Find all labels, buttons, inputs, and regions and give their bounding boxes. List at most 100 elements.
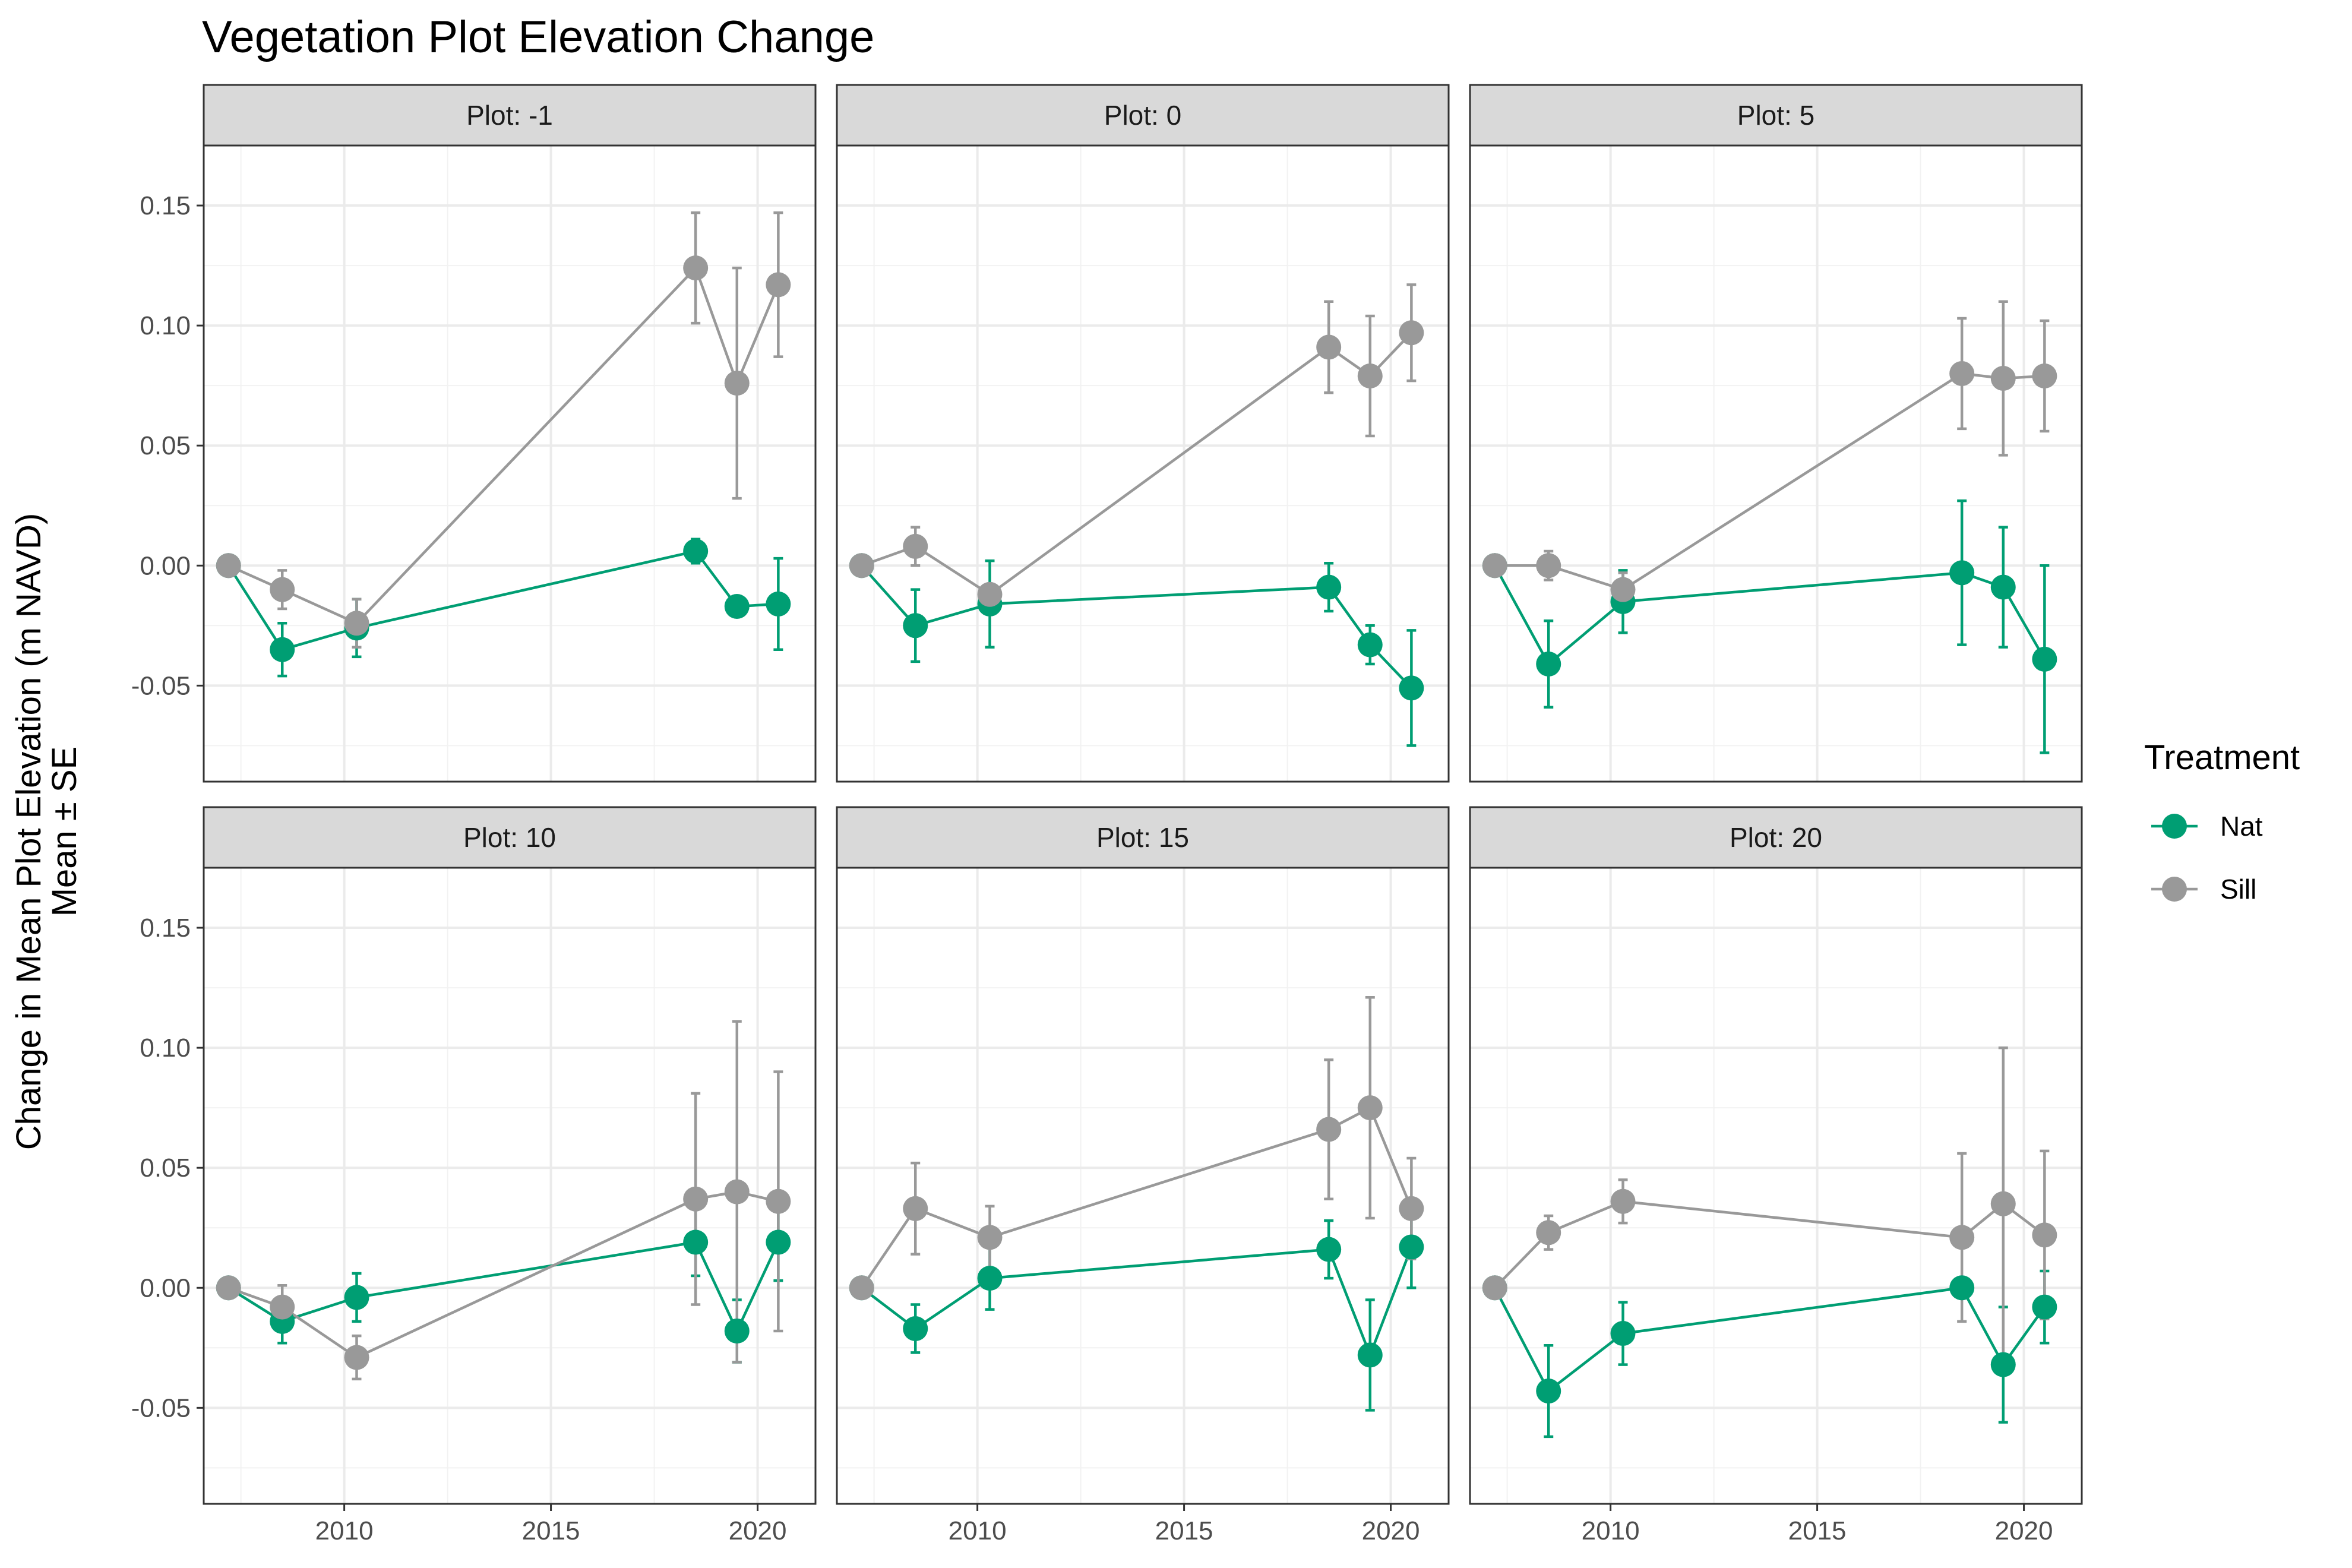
data-point-sill (270, 577, 295, 602)
data-point-sill (1316, 1117, 1342, 1142)
panel-border (1469, 144, 2083, 783)
data-point-nat (724, 1319, 750, 1344)
data-point-sill (849, 1275, 874, 1301)
plot-background (1470, 868, 2082, 1504)
x-tick-label: 2020 (1362, 1516, 1420, 1545)
data-point-sill (1482, 1275, 1507, 1301)
x-tick-label: 2010 (949, 1516, 1007, 1545)
facet-panel: Plot: 10 -0.05 0.00 0.05 0.10 0.15 2010 2015 202… (131, 806, 817, 1545)
data-point-sill (216, 1275, 241, 1301)
facet-panel: Plot: 20 2010 2015 2020 (1469, 806, 2083, 1545)
facet-strip (1469, 806, 2083, 869)
data-point-sill (1536, 1220, 1561, 1245)
facet-strip (203, 806, 817, 869)
data-point-sill (1610, 1188, 1636, 1214)
data-point-sill (724, 1179, 750, 1205)
data-point-nat (1399, 675, 1424, 701)
plot-background (204, 868, 815, 1504)
data-point-sill (683, 255, 709, 281)
data-point-nat (1316, 1237, 1342, 1262)
data-point-nat (683, 539, 709, 564)
y-axis-label-se: Mean ± SE (45, 747, 84, 917)
x-tick-label: 2020 (729, 1516, 787, 1545)
legend-title: Treatment (2144, 738, 2300, 777)
panel-border (836, 867, 1450, 1505)
data-point-nat (1949, 560, 1975, 586)
data-point-nat (1357, 1342, 1383, 1368)
data-point-sill (1536, 553, 1561, 578)
legend-key-point (2162, 814, 2187, 839)
x-tick-label: 2010 (1582, 1516, 1640, 1545)
legend-label-nat: Nat (2220, 811, 2263, 842)
y-tick-label: 0.05 (140, 1153, 191, 1183)
data-point-nat (344, 1285, 369, 1310)
x-tick-label: 2015 (522, 1516, 580, 1545)
facet-panel: Plot: 15 2010 2015 2020 (836, 806, 1450, 1545)
facet-panels: Plot: -1 -0.05 0.00 0.05 0.10 0.15 Plot: 0 Plot… (131, 84, 2083, 1545)
y-axis-label: Change in Mean Plot Elevation (m NAVD) (10, 513, 48, 1150)
data-point-sill (1949, 361, 1975, 386)
data-point-sill (977, 581, 1003, 607)
y-tick-label: 0.15 (140, 191, 191, 220)
facet-strip-label: Plot: 0 (1104, 100, 1181, 131)
data-point-sill (344, 1345, 369, 1370)
panel-border (203, 144, 817, 783)
y-tick-label: 0.10 (140, 1033, 191, 1063)
data-point-sill (1357, 1095, 1383, 1121)
data-point-sill (977, 1225, 1003, 1250)
data-point-nat (766, 591, 791, 617)
data-point-nat (683, 1229, 709, 1255)
data-point-nat (2032, 1294, 2057, 1320)
facet-panel: Plot: 5 (1469, 84, 2083, 783)
data-point-nat (1536, 651, 1561, 676)
x-tick-label: 2020 (1995, 1516, 2053, 1545)
plot-background (837, 868, 1449, 1504)
plot-background (837, 146, 1449, 782)
data-point-nat (903, 613, 928, 638)
x-tick-label: 2010 (315, 1516, 374, 1545)
y-tick-label: 0.10 (140, 311, 191, 340)
legend-key-point (2162, 877, 2187, 902)
data-point-sill (1990, 1191, 2016, 1216)
data-point-sill (2032, 1222, 2057, 1248)
data-point-nat (1357, 632, 1383, 657)
data-point-nat (1990, 1352, 2016, 1377)
facet-strip (836, 806, 1450, 869)
data-point-nat (2032, 646, 2057, 672)
panel-border (836, 144, 1450, 783)
data-point-nat (1949, 1275, 1975, 1301)
data-point-nat (977, 1266, 1003, 1291)
data-point-sill (344, 611, 369, 636)
data-point-sill (1482, 553, 1507, 578)
facet-strip-label: Plot: 10 (463, 822, 556, 853)
data-point-sill (903, 533, 928, 559)
data-point-sill (1399, 320, 1424, 346)
data-point-sill (1399, 1196, 1424, 1221)
facet-panel: Plot: 0 (836, 84, 1450, 783)
data-point-nat (766, 1229, 791, 1255)
plot-background (1470, 146, 2082, 782)
facet-strip (836, 84, 1450, 147)
series-line-sill (860, 1106, 1413, 1289)
y-tick-label: 0.00 (140, 1273, 191, 1303)
data-point-sill (2032, 363, 2057, 388)
facet-strip-label: Plot: -1 (466, 100, 553, 131)
x-tick-label: 2015 (1788, 1516, 1847, 1545)
panel-border (1469, 867, 2083, 1505)
data-point-nat (270, 637, 295, 662)
y-tick-label: -0.05 (131, 671, 191, 700)
data-point-sill (1357, 363, 1383, 388)
chart-title: Vegetation Plot Elevation Change (202, 12, 874, 62)
data-point-nat (1316, 574, 1342, 600)
y-tick-label: 0.15 (140, 913, 191, 943)
data-point-sill (1949, 1225, 1975, 1250)
x-tick-label: 2015 (1155, 1516, 1213, 1545)
y-tick-label: 0.05 (140, 431, 191, 460)
panel-border (203, 867, 817, 1505)
facet-strip-label: Plot: 20 (1730, 822, 1822, 853)
data-point-sill (903, 1196, 928, 1221)
data-point-sill (1990, 366, 2016, 391)
data-point-sill (766, 1188, 791, 1214)
data-point-nat (1399, 1234, 1424, 1260)
